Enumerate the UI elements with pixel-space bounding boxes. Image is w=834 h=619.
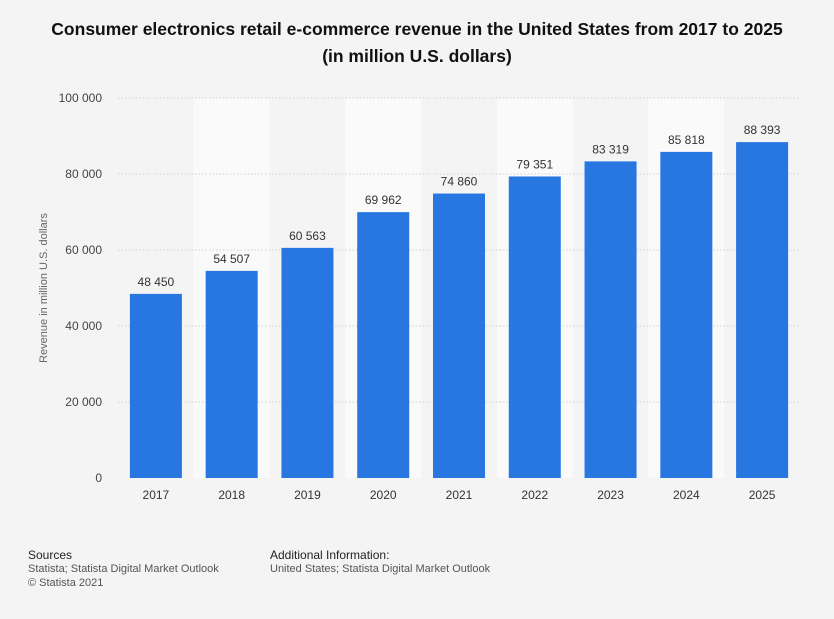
additional-info-heading: Additional Information: [270,548,390,562]
y-axis-ticks: 0 20 000 40 000 60 000 80 000 100 000 [59,91,103,485]
x-tick-label: 2021 [446,488,473,502]
x-tick-label: 2025 [749,488,776,502]
data-label: 69 962 [365,193,402,207]
y-tick-label: 80 000 [65,167,102,181]
y-tick-label: 40 000 [65,319,102,333]
data-label: 83 319 [592,142,629,156]
bar [433,193,485,479]
bar [357,212,410,478]
bar-chart: 0 20 000 40 000 60 000 80 000 100 000 48 450 5… [38,91,800,502]
data-label: 54 507 [213,252,250,266]
y-tick-label: 100 000 [59,91,103,105]
y-axis-label: Revenue in million U.S. dollars [38,213,50,363]
copyright-text: © Statista 2021 [28,577,104,589]
bar [129,293,182,478]
bar [660,151,713,478]
bar [508,176,561,479]
chart-title: Consumer electronics retail e-commerce r… [51,19,783,66]
data-label: 88 393 [744,123,781,137]
sources-text: Statista; Statista Digital Market Outloo… [28,563,219,575]
x-tick-label: 2019 [294,488,321,502]
data-label: 85 818 [668,133,705,147]
x-tick-label: 2024 [673,488,700,502]
x-tick-label: 2023 [597,488,624,502]
additional-info-block: Additional Information: United States; S… [270,548,490,576]
bar [205,270,258,478]
y-tick-label: 20 000 [65,395,102,409]
x-tick-label: 2018 [218,488,245,502]
data-labels: 48 450 54 507 60 563 69 962 74 860 79 351 83 3… [138,123,781,289]
bars [129,142,789,479]
bar [281,247,334,478]
x-tick-label: 2017 [143,488,170,502]
bar [736,142,789,478]
bar [584,161,637,478]
data-label: 74 860 [441,175,478,189]
x-axis-ticks: 2017 2018 2019 2020 2021 2022 2023 2024 2025 [143,488,776,502]
data-label: 48 450 [138,275,175,289]
x-tick-label: 2020 [370,488,397,502]
sources-heading: Sources [28,548,73,562]
y-tick-label: 0 [95,471,102,485]
data-label: 60 563 [289,229,326,243]
additional-info-text: United States; Statista Digital Market O… [270,563,491,575]
y-tick-label: 60 000 [65,243,102,257]
x-tick-label: 2022 [521,488,548,502]
data-label: 79 351 [516,157,553,171]
sources-block: Sources Statista; Statista Digital Marke… [28,548,219,590]
